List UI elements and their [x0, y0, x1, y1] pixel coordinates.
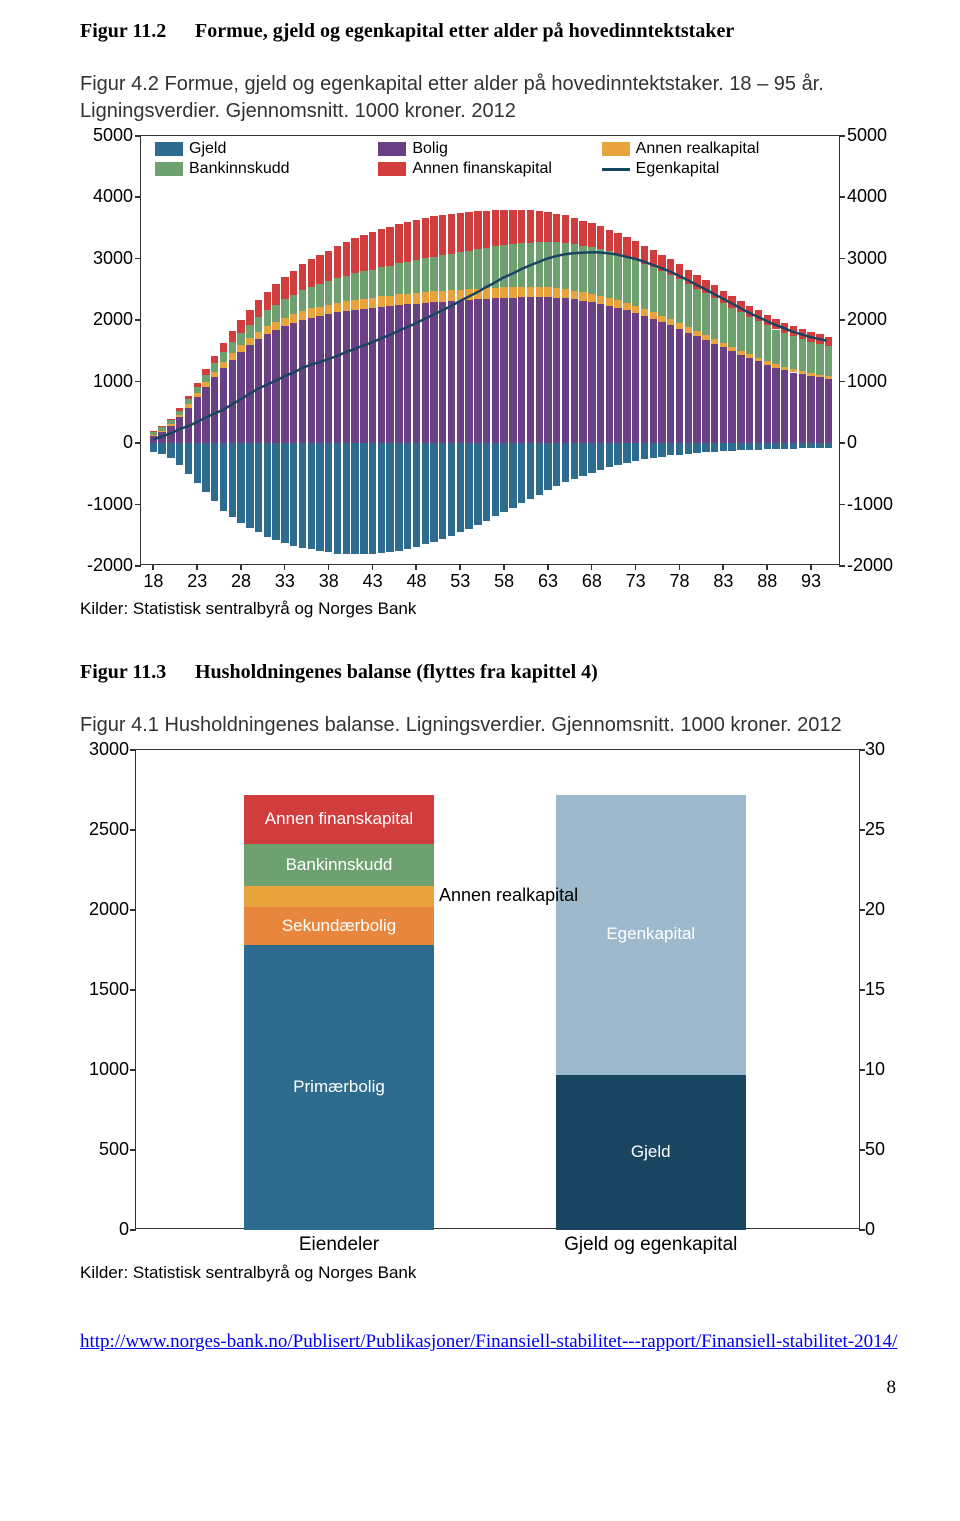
figure-b-subtitle: Figur 4.1 Husholdningenes balanse. Ligni… [80, 712, 900, 739]
figure-a-number: Figur 11.2 [80, 20, 190, 43]
figure-a-title: Formue, gjeld og egenkapital etter alder… [195, 20, 734, 42]
figure-b-heading: Figur 11.3 Husholdningenes balanse (flyt… [80, 661, 900, 684]
source-link-block: http://www.norges-bank.no/Publisert/Publ… [80, 1331, 900, 1353]
figure-b-title: Husholdningenes balanse (flyttes fra kap… [195, 661, 598, 683]
figure-a-heading: Figur 11.2 Formue, gjeld og egenkapital … [80, 20, 900, 43]
chart-a: Gjeld Bolig Annen realkapital Bankinnsku… [80, 135, 900, 619]
figure-a-subtitle: Figur 4.2 Formue, gjeld og egenkapital e… [80, 71, 900, 125]
chart-a-bars [149, 136, 831, 564]
chart-b-bar-area: PrimærboligSekundærboligBankinnskuddAnne… [136, 750, 859, 1228]
chart-b-plot-area: PrimærboligSekundærboligBankinnskuddAnne… [135, 749, 860, 1229]
figure-b-number: Figur 11.3 [80, 661, 190, 684]
chart-b: PrimærboligSekundærboligBankinnskuddAnne… [80, 749, 900, 1283]
page-number: 8 [80, 1377, 900, 1399]
source-link[interactable]: http://www.norges-bank.no/Publisert/Publ… [80, 1331, 897, 1352]
chart-a-plot-area: Gjeld Bolig Annen realkapital Bankinnsku… [140, 135, 840, 565]
chart-a-source: Kilder: Statistisk sentralbyrå og Norges… [80, 599, 900, 619]
chart-b-source: Kilder: Statistisk sentralbyrå og Norges… [80, 1263, 900, 1283]
